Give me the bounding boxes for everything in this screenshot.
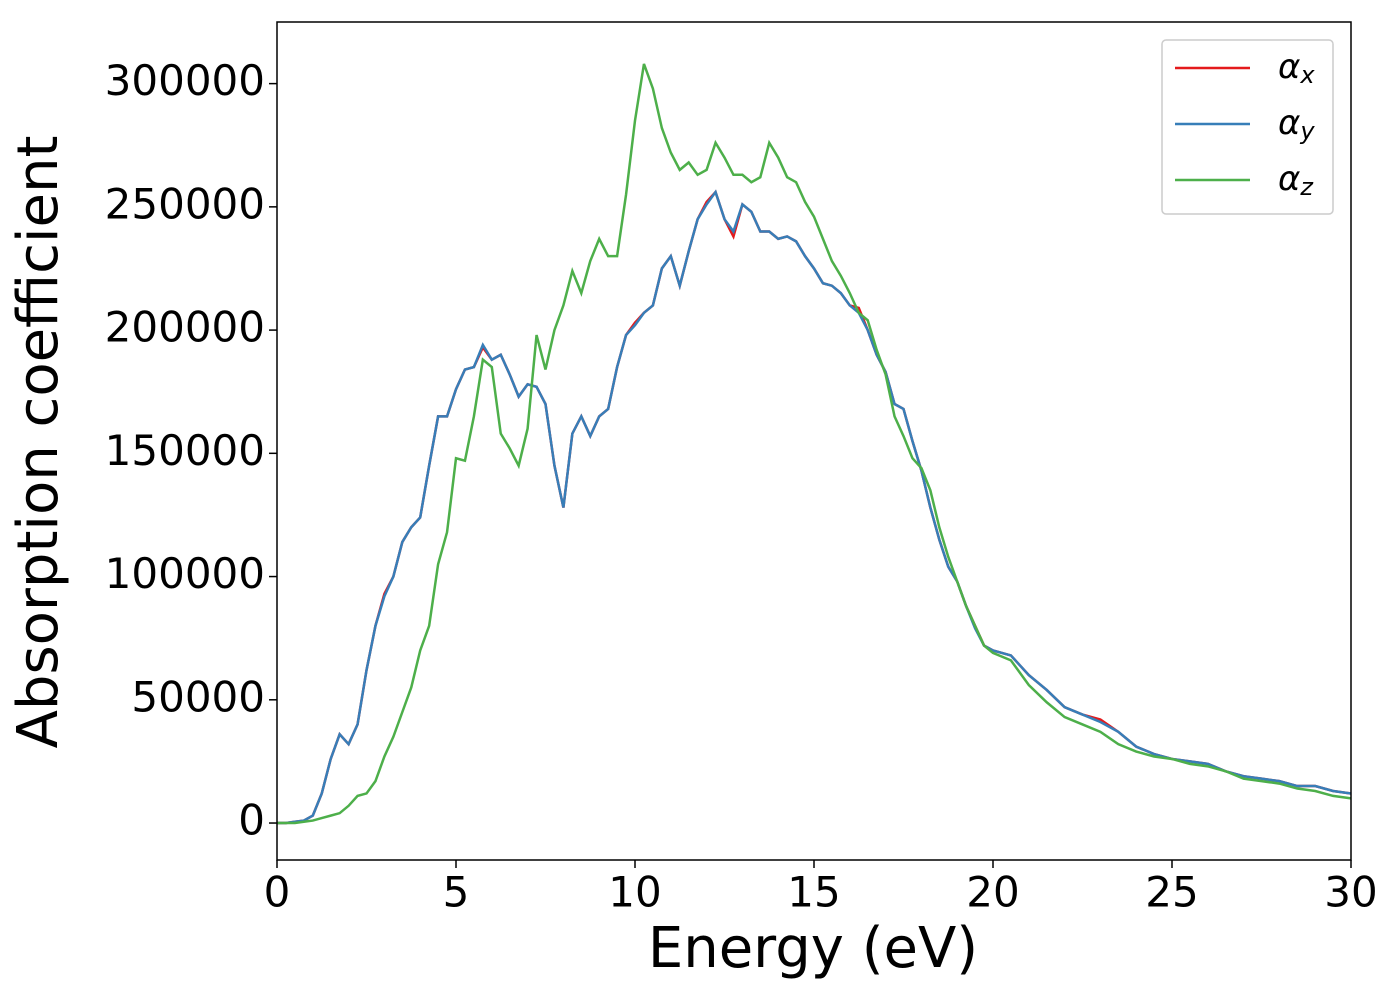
legend-label: αx [1278,47,1315,90]
data-line [277,189,1352,825]
data-line [277,189,1352,825]
y-tick-label: 250000 [105,179,265,228]
x-tick-label: 0 [264,868,291,917]
plot-frame [276,21,1352,861]
x-tick-label: 5 [443,868,470,917]
x-tick-label: 10 [608,868,661,917]
y-tick-label: 100000 [105,549,265,598]
x-axis-label: Energy (eV) [648,916,978,981]
data-line [277,63,1352,825]
y-tick-label: 0 [238,796,265,845]
legend-label: αy [1278,103,1315,146]
x-tick-label: 20 [966,868,1019,917]
y-tick-label: 50000 [131,672,265,721]
y-axis-label: Absorption coefficient [6,136,71,749]
y-tick-label: 150000 [105,426,265,475]
x-tick-label: 25 [1145,868,1198,917]
x-tick-label: 30 [1324,868,1377,917]
y-tick-label: 200000 [105,303,265,352]
y-tick-label: 300000 [105,56,265,105]
x-tick-label: 15 [787,868,840,917]
legend-box [1161,39,1334,215]
legend-label: αz [1278,159,1314,202]
legend: αx αy αz [1161,39,1334,215]
